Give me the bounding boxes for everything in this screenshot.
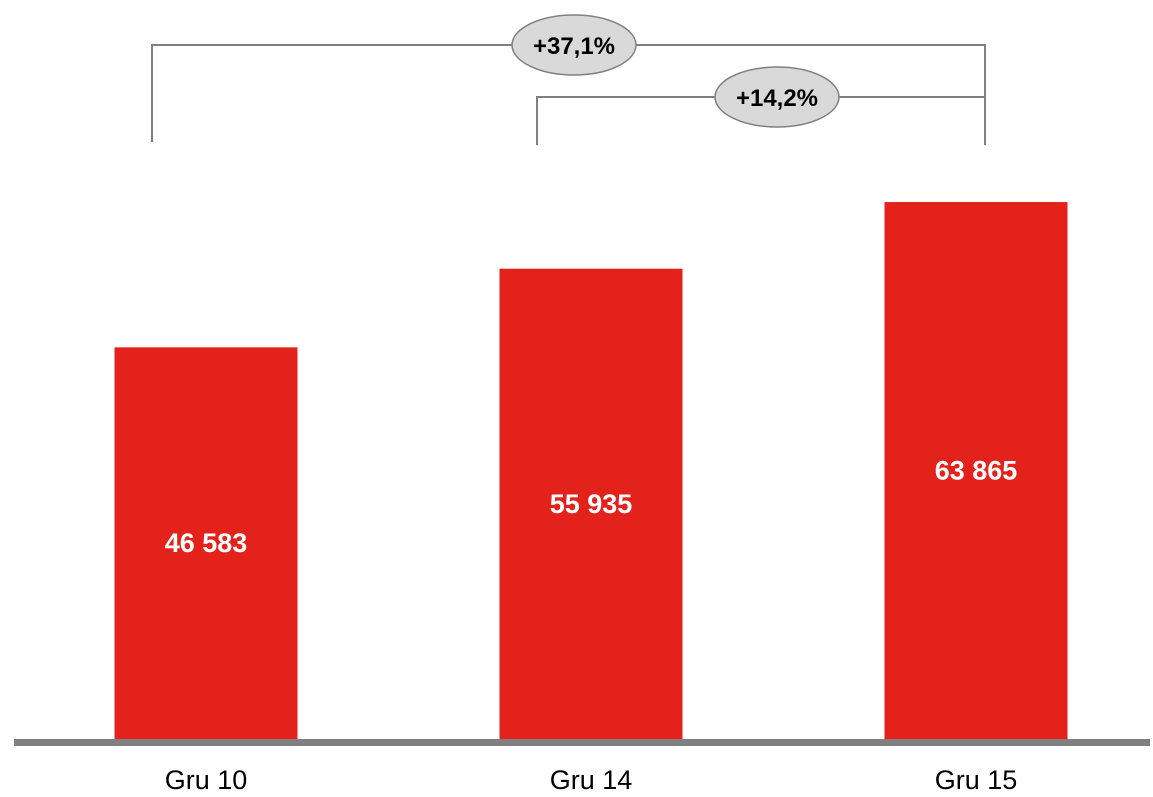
- growth-annotations: +37,1% +14,2%: [151, 14, 986, 145]
- growth-bracket: +37,1%: [151, 14, 986, 142]
- growth-label: +37,1%: [533, 33, 615, 60]
- value-label: 63 865: [935, 456, 1018, 486]
- value-label: 46 583: [165, 528, 248, 558]
- x-axis-line: [14, 739, 1150, 746]
- bars-group: 46 583 55 935 63 865: [114, 202, 1068, 740]
- category-label: Gru 15: [935, 765, 1018, 795]
- bar-gru-14: [499, 268, 683, 739]
- bar-gru-15: [884, 202, 1068, 740]
- bar-gru-10: [114, 347, 298, 739]
- growth-bubble: [511, 14, 637, 76]
- growth-label: +14,2%: [736, 85, 818, 112]
- category-label: Gru 14: [550, 765, 633, 795]
- growth-bubble: [714, 66, 840, 128]
- category-labels: Gru 10 Gru 14 Gru 15: [165, 765, 1018, 795]
- value-label: 55 935: [550, 489, 633, 519]
- category-label: Gru 10: [165, 765, 248, 795]
- growth-bracket: +14,2%: [536, 66, 986, 145]
